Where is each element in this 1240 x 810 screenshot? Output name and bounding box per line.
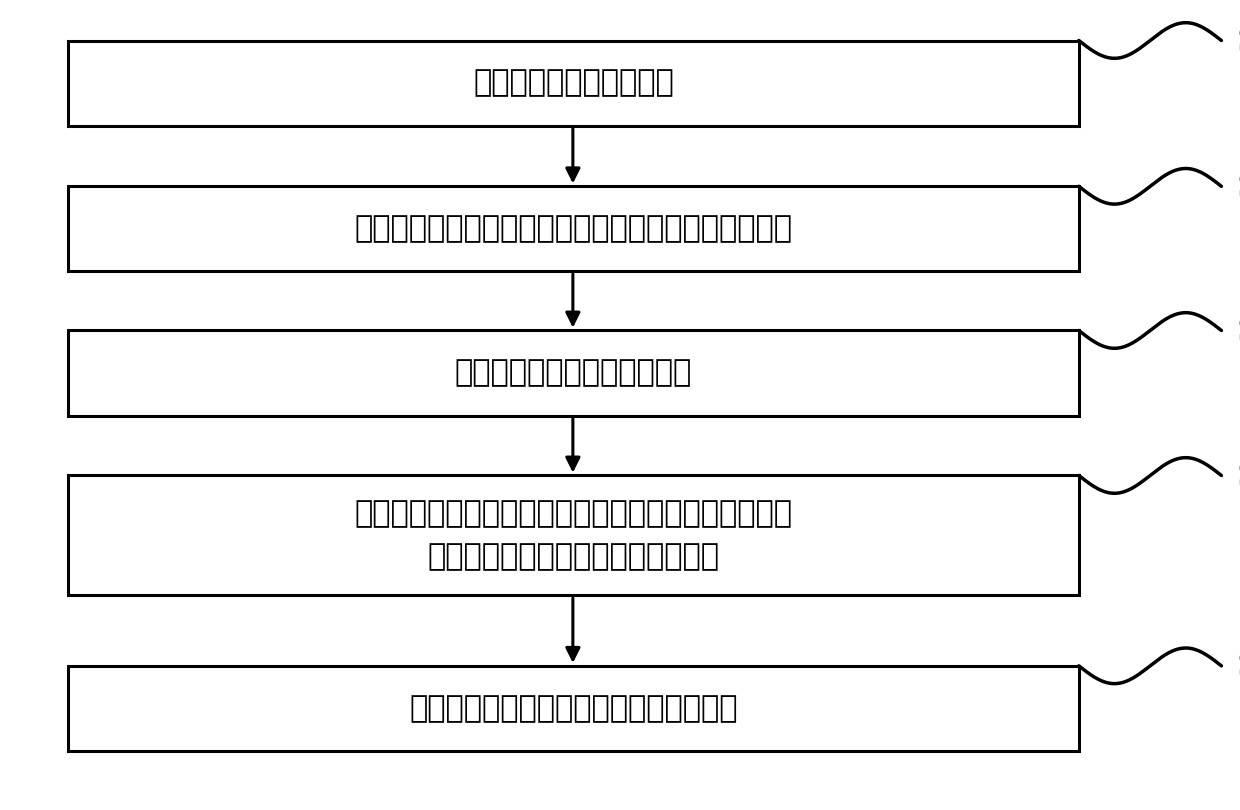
Text: S100: S100 — [1236, 23, 1240, 58]
Bar — [68, 186, 1079, 271]
Text: S300: S300 — [1236, 313, 1240, 347]
Text: 去除所述原始脑电信号中的噪声干扰得到纯化脑电信号: 去除所述原始脑电信号中的噪声干扰得到纯化脑电信号 — [355, 215, 792, 243]
Text: 将所述识别结果通过可视化形式进行展示: 将所述识别结果通过可视化形式进行展示 — [409, 694, 738, 723]
Bar — [68, 666, 1079, 751]
Bar — [68, 40, 1079, 126]
Text: S200: S200 — [1236, 169, 1240, 203]
Text: 采集动物的原始脑电信号: 采集动物的原始脑电信号 — [474, 69, 673, 97]
Text: 根据预先构建的分类模型对所述特征值进行分析识别，
以获得代表动物心理状态的识别结果: 根据预先构建的分类模型对所述特征值进行分析识别， 以获得代表动物心理状态的识别结… — [355, 500, 792, 571]
Text: S400: S400 — [1236, 458, 1240, 492]
Text: 提取纯化脑电信号中的特征值: 提取纯化脑电信号中的特征值 — [455, 359, 692, 387]
Text: S500: S500 — [1236, 649, 1240, 683]
Bar — [68, 475, 1079, 595]
Bar — [68, 330, 1079, 416]
